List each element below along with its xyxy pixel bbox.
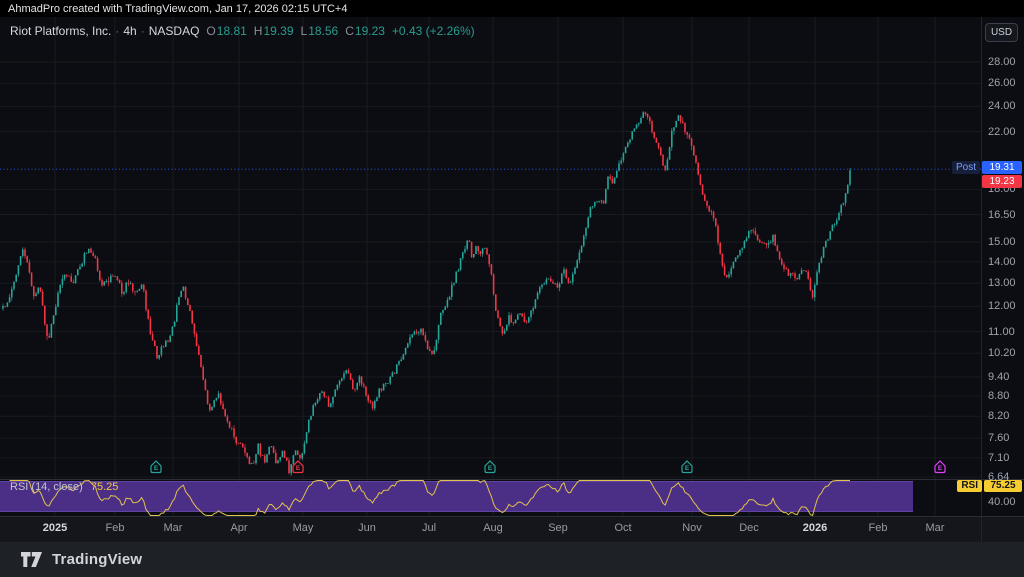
time-tick-label: Feb bbox=[868, 522, 888, 534]
rsi-axis-label: RSI 75.25 bbox=[957, 480, 1022, 492]
up-candle-wicks bbox=[2, 111, 851, 476]
time-tick-label: Nov bbox=[682, 522, 702, 534]
rsi-axis-value: 75.25 bbox=[984, 480, 1022, 492]
time-tick-label: Mar bbox=[163, 522, 183, 534]
time-tick-label: Sep bbox=[548, 522, 568, 534]
svg-text:E: E bbox=[488, 465, 493, 472]
time-tick-label: Dec bbox=[739, 522, 759, 534]
rsi-legend-params: (14, close) bbox=[31, 481, 83, 493]
price-axis-border bbox=[981, 17, 982, 543]
rsi-legend-title: RSI bbox=[10, 481, 29, 493]
time-tick-label: Feb bbox=[105, 522, 125, 534]
close-label: C bbox=[345, 24, 354, 38]
open-label: O bbox=[206, 24, 216, 38]
footer-bar: TradingView bbox=[0, 542, 1024, 577]
svg-text:E: E bbox=[938, 465, 943, 472]
post-market-price-label: Post 19.31 bbox=[951, 161, 1022, 174]
rsi-mid-tick: 40.00 bbox=[988, 496, 1016, 508]
rsi-legend-value: 75.25 bbox=[90, 481, 119, 493]
symbol-name[interactable]: Riot Platforms, Inc. bbox=[10, 24, 112, 38]
currency-toggle-button[interactable]: USD bbox=[985, 23, 1018, 42]
low-value: 18.56 bbox=[308, 24, 339, 38]
pane-separator[interactable] bbox=[0, 479, 1024, 480]
svg-text:E: E bbox=[296, 465, 301, 472]
price-tick-label: 8.80 bbox=[988, 390, 1010, 402]
rsi-band-edges bbox=[0, 481, 913, 512]
price-tick-label: 26.00 bbox=[988, 77, 1016, 89]
change-value: +0.43 (+2.26%) bbox=[391, 24, 475, 38]
price-tick-label: 28.00 bbox=[988, 56, 1016, 68]
time-tick-label: Jun bbox=[358, 522, 376, 534]
price-tick-label: 9.40 bbox=[988, 371, 1010, 383]
high-value: 19.39 bbox=[263, 24, 294, 38]
close-value: 19.23 bbox=[354, 24, 385, 38]
price-tick-label: 7.60 bbox=[988, 432, 1010, 444]
legend-separator: · bbox=[115, 24, 120, 38]
rsi-band bbox=[0, 481, 913, 512]
svg-text:E: E bbox=[685, 465, 690, 472]
time-axis[interactable]: 2025 Feb Mar Apr May Jun Jul Aug Sep Oct Nov Dec 202… bbox=[0, 517, 1024, 542]
price-tick-label: 16.50 bbox=[988, 209, 1016, 221]
up-candle-bodies bbox=[2, 112, 851, 474]
time-tick-label: Mar bbox=[925, 522, 945, 534]
axis-separator bbox=[0, 516, 1024, 517]
grid-lines bbox=[0, 17, 982, 516]
rsi-indicator-legend[interactable]: RSI (14, close) 75.25 bbox=[10, 481, 118, 493]
time-tick-label: Jul bbox=[421, 522, 437, 534]
price-tick-label: 12.00 bbox=[988, 300, 1016, 312]
high-label: H bbox=[253, 24, 263, 38]
price-tick-label: 13.00 bbox=[988, 277, 1016, 289]
price-tick-label: 10.20 bbox=[988, 347, 1016, 359]
time-tick-label: 2026 bbox=[802, 522, 828, 534]
post-session-badge: Post bbox=[951, 161, 980, 174]
time-tick-label: May bbox=[292, 522, 314, 534]
price-tick-label: 8.20 bbox=[988, 410, 1010, 422]
rsi-axis-badge: RSI bbox=[957, 480, 982, 492]
svg-text:E: E bbox=[154, 465, 159, 472]
price-tick-label: 22.00 bbox=[988, 126, 1016, 138]
time-tick-label: Oct bbox=[614, 522, 632, 534]
exchange-name[interactable]: NASDAQ bbox=[148, 24, 200, 38]
time-tick-label: 2025 bbox=[42, 522, 68, 534]
legend-separator: · bbox=[140, 24, 145, 38]
price-tick-label: 11.00 bbox=[988, 326, 1015, 338]
open-value: 18.81 bbox=[216, 24, 247, 38]
low-label: L bbox=[300, 24, 308, 38]
time-tick-label: Aug bbox=[483, 522, 503, 534]
post-price-value: 19.31 bbox=[982, 161, 1022, 174]
tradingview-logo-icon[interactable] bbox=[21, 551, 43, 568]
rsi-line bbox=[9, 479, 850, 517]
interval-value[interactable]: 4h bbox=[123, 24, 137, 38]
attribution-text: AhmadPro created with TradingView.com, J… bbox=[8, 3, 348, 15]
symbol-legend: Riot Platforms, Inc. · 4h · NASDAQ O18.81 H19.… bbox=[10, 24, 475, 38]
price-tick-label: 14.00 bbox=[988, 256, 1016, 268]
last-price-label: 19.23 bbox=[982, 175, 1022, 188]
tradingview-brand-text[interactable]: TradingView bbox=[52, 551, 143, 568]
price-tick-label: 24.00 bbox=[988, 100, 1016, 112]
price-tick-label: 7.10 bbox=[988, 452, 1010, 464]
chart-widget: Riot Platforms, Inc. · 4h · NASDAQ O18.81 H19.… bbox=[0, 17, 1024, 543]
price-tick-label: 15.00 bbox=[988, 236, 1016, 248]
price-axis[interactable]: 28.00 26.00 24.00 22.00 18.00 16.50 15.00 14.00… bbox=[982, 17, 1024, 483]
time-tick-label: Apr bbox=[230, 522, 248, 534]
